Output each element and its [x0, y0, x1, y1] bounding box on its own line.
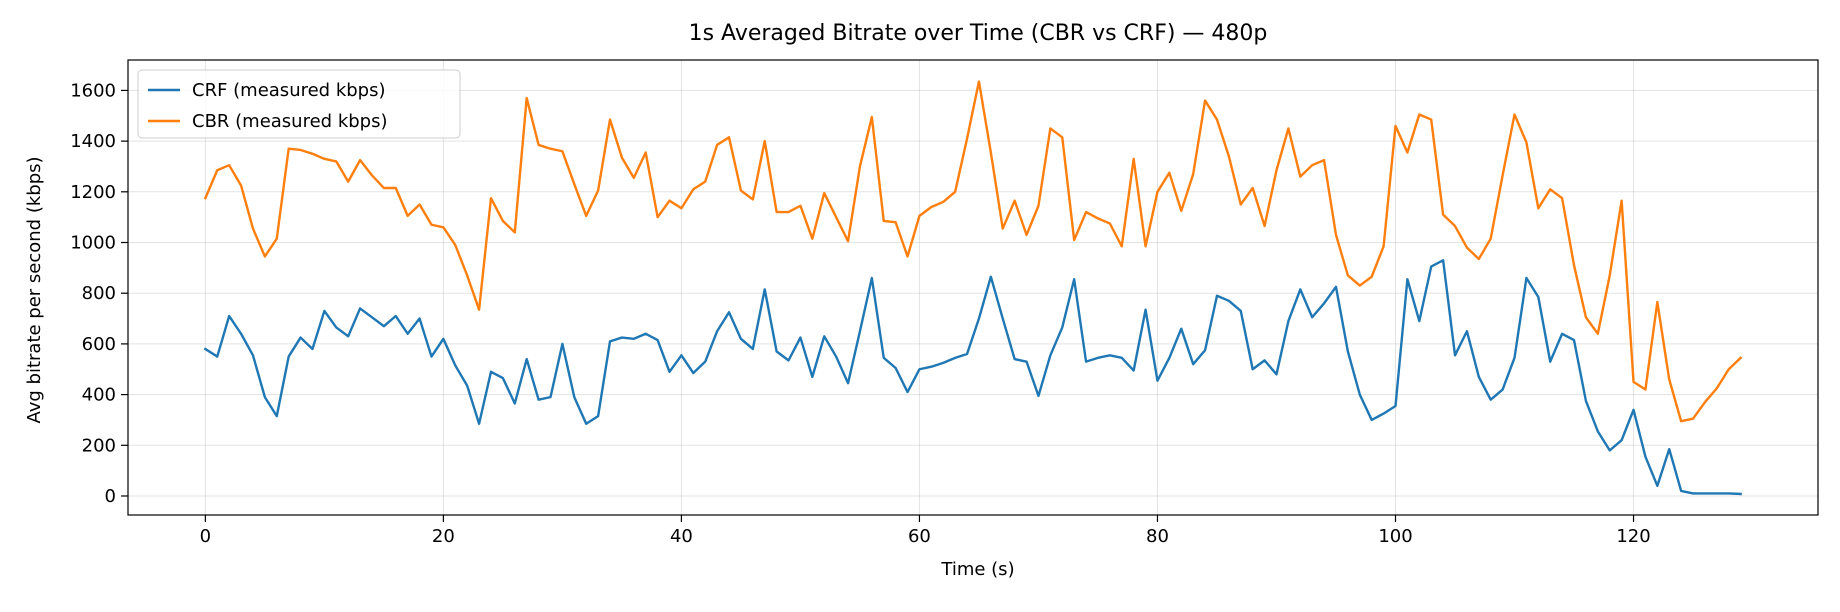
y-tick-label: 1400 — [70, 131, 116, 152]
y-tick-label: 200 — [82, 435, 116, 456]
plot-area-frame — [127, 59, 1819, 516]
legend: CRF (measured kbps) CBR (measured kbps) — [137, 69, 461, 139]
x-tick-label: 120 — [1616, 526, 1650, 547]
y-tick-label: 800 — [82, 283, 116, 304]
x-axis-label: Time (s) — [940, 559, 1014, 580]
x-tick-label: 40 — [670, 526, 693, 547]
series-line-crf — [203, 259, 1742, 496]
y-axis-label: Avg bitrate per second (kbps) — [24, 156, 45, 423]
x-tick-label: 0 — [200, 526, 211, 547]
y-tick-label: 0 — [105, 486, 116, 507]
x-tick-label: 100 — [1378, 526, 1412, 547]
series-line-cbr — [203, 80, 1743, 423]
y-tick-label: 600 — [82, 334, 116, 355]
chart-title: 1s Averaged Bitrate over Time (CBR vs CR… — [689, 21, 1268, 46]
tick-layer: 0 20 40 60 80 100 1200200400600800100012001400… — [70, 80, 1651, 547]
grid-layer — [128, 60, 1818, 515]
y-tick-label: 400 — [82, 385, 116, 406]
series-layer — [203, 80, 1743, 496]
x-tick-label: 20 — [432, 526, 455, 547]
x-tick-label: 60 — [908, 526, 931, 547]
y-tick-label: 1600 — [70, 80, 116, 101]
legend-box — [137, 69, 461, 139]
x-tick-label: 80 — [1146, 526, 1169, 547]
y-tick-label: 1000 — [70, 233, 116, 254]
y-tick-label: 1200 — [70, 182, 116, 203]
legend-label: CBR (measured kbps) — [192, 111, 388, 132]
legend-label: CRF (measured kbps) — [192, 80, 386, 101]
